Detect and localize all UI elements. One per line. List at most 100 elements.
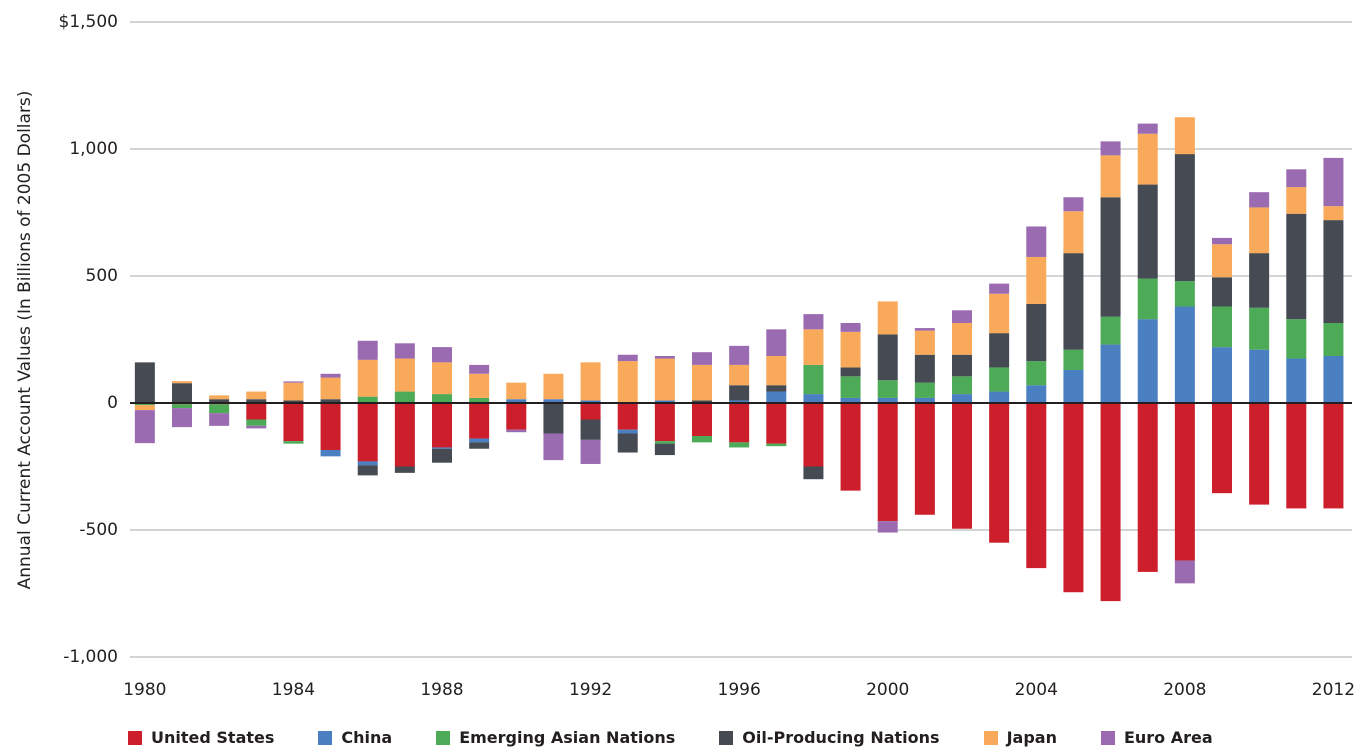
bar-segment <box>469 403 490 439</box>
bar-segment <box>1100 155 1121 198</box>
bar-segment <box>989 403 1010 543</box>
bar-segment <box>654 400 675 403</box>
bar-segment <box>729 364 750 386</box>
bar-segment <box>1249 253 1270 308</box>
legend-label: China <box>341 728 393 747</box>
bar-segment <box>1212 277 1232 307</box>
bar-segment <box>1063 349 1084 370</box>
bar-segment <box>1174 117 1195 155</box>
bar-segment <box>469 364 490 374</box>
bar-segment <box>877 301 898 335</box>
bar-segment <box>952 394 972 403</box>
bar-segment <box>1137 403 1158 572</box>
bar-segment <box>877 521 898 533</box>
bar-segment <box>172 408 192 428</box>
bar-segment <box>1286 403 1307 509</box>
bar-segment <box>840 397 861 403</box>
bar-segment <box>283 381 304 383</box>
bar-segment <box>357 465 378 476</box>
chart: Annual Current Account Values (In Billio… <box>15 12 1355 700</box>
bar-segment <box>914 354 935 383</box>
bar-segment <box>1286 358 1307 403</box>
bar-segment <box>580 419 601 440</box>
bar-segment <box>877 397 898 403</box>
legend-item: Emerging Asian Nations <box>436 728 675 747</box>
bar-segment <box>134 405 155 411</box>
bar-segment <box>766 403 787 444</box>
bar-segment <box>729 345 750 365</box>
bar-segment <box>246 391 267 400</box>
bar-segment <box>803 403 824 467</box>
bar-segment <box>543 399 564 403</box>
bar-segment <box>1063 197 1084 212</box>
bar-segment <box>877 380 898 398</box>
legend-label: Euro Area <box>1123 728 1213 747</box>
bar-segment <box>617 361 638 403</box>
bar-segment <box>1063 253 1084 350</box>
bar-segment <box>209 404 230 414</box>
bar-segment <box>1249 349 1270 403</box>
legend-swatch <box>1100 730 1115 745</box>
bar-segment <box>134 362 155 403</box>
legend-swatch <box>318 730 333 745</box>
bar-segment <box>1063 211 1084 254</box>
legend-item: China <box>318 728 392 747</box>
bar-segment <box>1174 154 1195 282</box>
bar-segment <box>840 322 861 332</box>
y-tick-label: 500 <box>86 266 118 286</box>
bar-segment <box>1323 157 1344 207</box>
bar-segment <box>1286 213 1307 320</box>
legend-item: Oil-Producing Nations <box>719 728 940 747</box>
legend-swatch <box>128 730 142 745</box>
bar-segment <box>1026 361 1047 386</box>
legend-label: Oil-Producing Nations <box>742 728 940 747</box>
bar-segment <box>283 441 304 444</box>
bar-segment <box>506 429 527 433</box>
bar-segment <box>1249 403 1270 505</box>
bar-segment <box>617 354 638 362</box>
bar-segment <box>543 433 564 461</box>
bar-segment <box>580 403 601 420</box>
bar-segment <box>357 461 378 466</box>
bar-segment <box>617 429 638 434</box>
bar-segment <box>803 466 824 480</box>
bar-segment <box>580 362 601 401</box>
bar-segment <box>654 443 675 456</box>
bar-segment <box>1100 344 1121 403</box>
bar-segment <box>1286 319 1307 359</box>
legend-label: Emerging Asian Nations <box>459 728 676 747</box>
bar-segment <box>1323 322 1344 357</box>
bar-segment <box>803 329 824 365</box>
y-tick-label: -1,000 <box>63 647 118 667</box>
bar-segment <box>1323 206 1344 221</box>
bar-segment <box>1026 256 1047 304</box>
bar-segment <box>1100 316 1121 345</box>
x-tick-label: 1996 <box>718 680 761 700</box>
bar-segment <box>1212 347 1232 403</box>
bar-segment <box>209 399 230 403</box>
bar-segment <box>469 397 490 403</box>
bar-segment <box>320 403 341 450</box>
bar-segment <box>1174 281 1195 307</box>
bar-segment <box>952 376 972 395</box>
bar-segment <box>692 403 712 437</box>
bar-segment <box>506 399 527 403</box>
bar-segment <box>617 433 638 453</box>
bar-segment <box>1100 141 1121 156</box>
bar-segment <box>432 448 452 463</box>
bar-segment <box>469 442 490 449</box>
bar-segment <box>506 403 527 430</box>
x-tick-label: 2008 <box>1163 680 1206 700</box>
bar-segment <box>914 397 935 403</box>
bar-segment <box>877 403 898 522</box>
bar-segment <box>432 403 452 448</box>
bar-segment <box>1249 192 1270 208</box>
bar-segment <box>394 358 415 392</box>
bar-segment <box>543 403 564 434</box>
bar-segment <box>914 330 935 355</box>
bar-segment <box>1026 303 1047 362</box>
bar-segment <box>729 400 750 403</box>
bar-segment <box>432 347 452 363</box>
bar-segment <box>617 403 638 430</box>
bar-segment <box>729 403 750 443</box>
